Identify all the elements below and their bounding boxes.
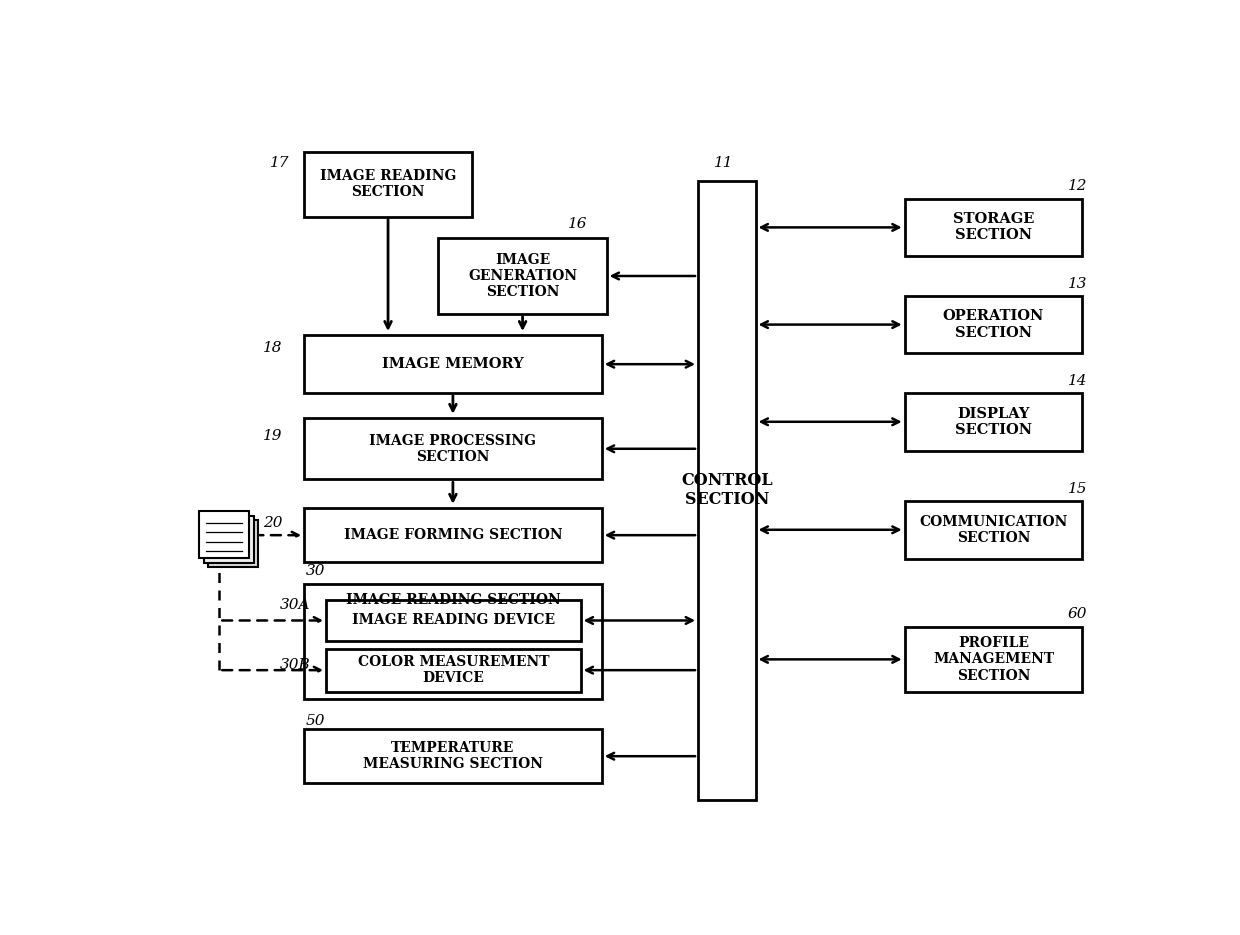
FancyBboxPatch shape (304, 583, 601, 699)
FancyBboxPatch shape (304, 418, 601, 480)
Bar (200, 511, 249, 558)
FancyBboxPatch shape (905, 627, 1083, 692)
FancyBboxPatch shape (905, 393, 1083, 451)
FancyBboxPatch shape (905, 198, 1083, 256)
Text: 19: 19 (263, 429, 283, 443)
Text: IMAGE MEMORY: IMAGE MEMORY (382, 357, 523, 371)
Text: 30A: 30A (280, 598, 310, 612)
FancyBboxPatch shape (304, 151, 472, 217)
Text: TEMPERATURE
MEASURING SECTION: TEMPERATURE MEASURING SECTION (363, 741, 543, 771)
Text: IMAGE READING
SECTION: IMAGE READING SECTION (320, 169, 456, 199)
Text: 17: 17 (270, 155, 290, 169)
Text: IMAGE FORMING SECTION: IMAGE FORMING SECTION (343, 528, 562, 542)
Text: IMAGE READING DEVICE: IMAGE READING DEVICE (352, 613, 556, 627)
FancyBboxPatch shape (905, 501, 1083, 558)
Text: 15: 15 (1068, 482, 1087, 496)
FancyBboxPatch shape (304, 729, 601, 784)
Text: IMAGE
GENERATION
SECTION: IMAGE GENERATION SECTION (467, 252, 577, 299)
Text: 13: 13 (1068, 277, 1087, 291)
Bar (205, 516, 254, 563)
Text: OPERATION
SECTION: OPERATION SECTION (942, 309, 1044, 339)
FancyBboxPatch shape (698, 180, 755, 799)
Bar (208, 520, 258, 567)
Text: 16: 16 (568, 217, 588, 231)
Text: 12: 12 (1068, 180, 1087, 194)
FancyBboxPatch shape (326, 599, 580, 641)
Text: DISPLAY
SECTION: DISPLAY SECTION (955, 407, 1032, 437)
Text: COLOR MEASUREMENT
DEVICE: COLOR MEASUREMENT DEVICE (357, 655, 549, 685)
Text: 14: 14 (1068, 374, 1087, 388)
Text: IMAGE READING SECTION: IMAGE READING SECTION (346, 593, 560, 607)
Text: 30B: 30B (280, 658, 311, 672)
Text: IMAGE PROCESSING
SECTION: IMAGE PROCESSING SECTION (370, 434, 537, 464)
Text: 11: 11 (714, 155, 734, 169)
FancyBboxPatch shape (439, 238, 606, 314)
Text: 60: 60 (1068, 607, 1087, 621)
FancyBboxPatch shape (304, 509, 601, 562)
Text: 50: 50 (306, 713, 325, 727)
FancyBboxPatch shape (905, 295, 1083, 353)
FancyBboxPatch shape (304, 336, 601, 393)
Text: CONTROL
SECTION: CONTROL SECTION (681, 472, 773, 509)
Text: 18: 18 (263, 341, 283, 355)
FancyBboxPatch shape (326, 649, 580, 692)
Text: PROFILE
MANAGEMENT
SECTION: PROFILE MANAGEMENT SECTION (932, 636, 1054, 683)
Text: 30: 30 (306, 564, 325, 578)
Text: 20: 20 (263, 515, 283, 529)
Text: STORAGE
SECTION: STORAGE SECTION (952, 212, 1034, 242)
Text: COMMUNICATION
SECTION: COMMUNICATION SECTION (919, 514, 1068, 545)
